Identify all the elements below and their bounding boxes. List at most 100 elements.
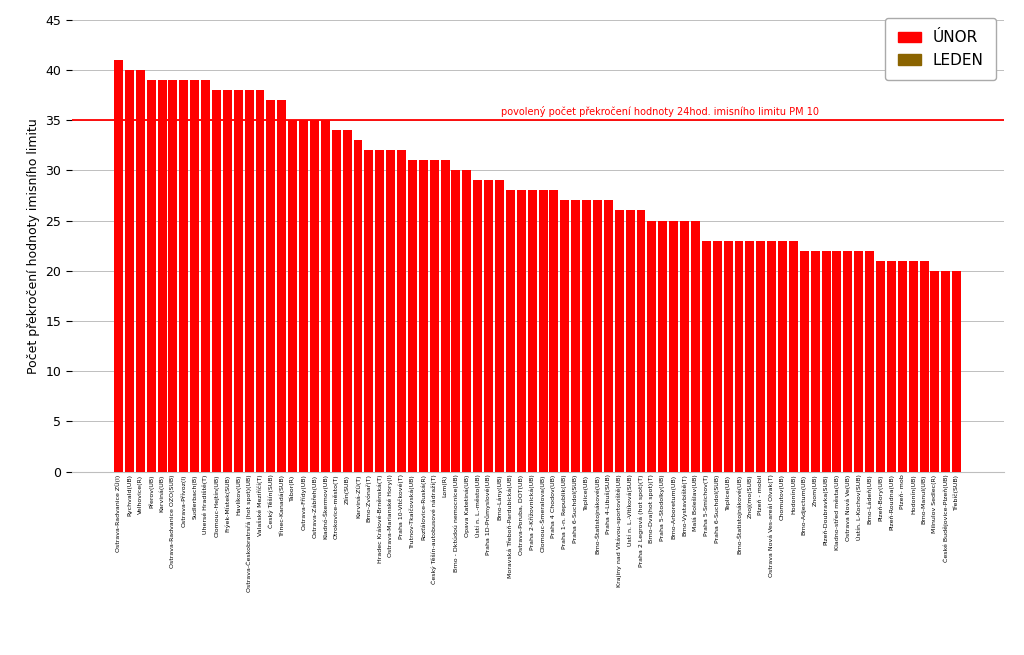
Bar: [626, 341, 635, 472]
Bar: [343, 291, 351, 472]
Bar: [898, 261, 906, 472]
Bar: [778, 361, 787, 472]
Bar: [463, 331, 471, 472]
Bar: [887, 261, 896, 472]
Bar: [278, 261, 287, 472]
Bar: [190, 80, 199, 472]
Bar: [495, 331, 504, 472]
Bar: [745, 240, 755, 472]
Bar: [484, 180, 494, 472]
Bar: [463, 170, 471, 472]
Bar: [440, 160, 450, 472]
Bar: [941, 271, 950, 472]
Bar: [386, 150, 395, 472]
Bar: [844, 361, 852, 472]
Bar: [278, 100, 287, 472]
Bar: [266, 261, 275, 472]
Bar: [212, 251, 221, 472]
Bar: [680, 351, 689, 472]
Bar: [440, 331, 450, 472]
Bar: [854, 251, 863, 472]
Bar: [179, 80, 188, 472]
Bar: [670, 221, 678, 472]
Bar: [245, 251, 254, 472]
Bar: [223, 251, 231, 472]
Bar: [821, 251, 830, 472]
Legend: ÚNOR, LEDEN: ÚNOR, LEDEN: [886, 18, 996, 81]
Bar: [343, 130, 351, 472]
Bar: [821, 361, 830, 472]
Bar: [288, 120, 297, 472]
Bar: [201, 261, 210, 472]
Bar: [854, 371, 863, 472]
Bar: [201, 80, 210, 472]
Bar: [844, 251, 852, 472]
Bar: [146, 80, 156, 472]
Bar: [506, 331, 515, 472]
Bar: [397, 150, 406, 472]
Bar: [800, 251, 809, 472]
Bar: [833, 361, 842, 472]
Bar: [724, 240, 732, 472]
Bar: [495, 180, 504, 472]
Bar: [473, 180, 482, 472]
Bar: [920, 371, 929, 472]
Bar: [658, 221, 668, 472]
Bar: [701, 240, 711, 472]
Bar: [637, 341, 645, 472]
Bar: [158, 251, 167, 472]
Bar: [713, 351, 722, 472]
Bar: [169, 261, 177, 472]
Bar: [778, 240, 787, 472]
Bar: [517, 191, 525, 472]
Bar: [365, 321, 374, 472]
Bar: [408, 331, 417, 472]
Bar: [473, 331, 482, 472]
Bar: [931, 371, 939, 472]
Bar: [767, 240, 776, 472]
Text: povolený počet překročení hodnoty 24hod. imisního limitu PM 10: povolený počet překročení hodnoty 24hod.…: [501, 106, 818, 117]
Bar: [332, 130, 341, 472]
Bar: [223, 90, 231, 472]
Bar: [593, 341, 602, 472]
Bar: [865, 251, 874, 472]
Bar: [321, 291, 330, 472]
Bar: [386, 321, 395, 472]
Bar: [179, 251, 188, 472]
Bar: [734, 240, 743, 472]
Bar: [158, 80, 167, 472]
Bar: [256, 90, 264, 472]
Bar: [877, 371, 885, 472]
Bar: [571, 200, 581, 472]
Bar: [233, 251, 243, 472]
Bar: [430, 160, 438, 472]
Bar: [125, 261, 134, 472]
Bar: [571, 331, 581, 472]
Bar: [310, 291, 318, 472]
Bar: [757, 240, 765, 472]
Bar: [908, 371, 918, 472]
Bar: [614, 210, 624, 472]
Bar: [550, 331, 558, 472]
Bar: [190, 251, 199, 472]
Bar: [647, 341, 656, 472]
Bar: [614, 341, 624, 472]
Bar: [550, 191, 558, 472]
Bar: [833, 251, 842, 472]
Bar: [952, 371, 962, 472]
Bar: [527, 331, 537, 472]
Bar: [691, 221, 700, 472]
Bar: [560, 200, 569, 472]
Bar: [604, 341, 612, 472]
Bar: [767, 361, 776, 472]
Bar: [375, 150, 384, 472]
Bar: [604, 200, 612, 472]
Bar: [941, 371, 950, 472]
Bar: [136, 70, 144, 472]
Bar: [560, 331, 569, 472]
Bar: [734, 351, 743, 472]
Bar: [212, 90, 221, 472]
Bar: [788, 240, 798, 472]
Bar: [353, 321, 362, 472]
Bar: [582, 341, 591, 472]
